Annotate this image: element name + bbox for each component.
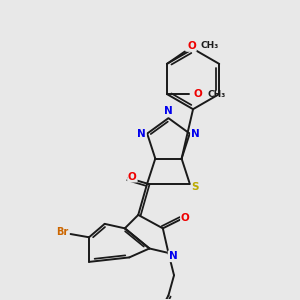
Text: S: S: [192, 182, 199, 192]
Text: N: N: [164, 106, 173, 116]
Text: O: O: [128, 172, 137, 182]
Text: O: O: [181, 213, 190, 223]
Text: O: O: [194, 89, 203, 99]
Text: N: N: [137, 129, 146, 139]
Text: N: N: [191, 129, 200, 139]
Text: O: O: [187, 41, 196, 51]
Text: Br: Br: [56, 227, 69, 237]
Text: CH₃: CH₃: [200, 41, 219, 50]
Text: CH₃: CH₃: [207, 90, 225, 99]
Text: N: N: [169, 251, 177, 261]
